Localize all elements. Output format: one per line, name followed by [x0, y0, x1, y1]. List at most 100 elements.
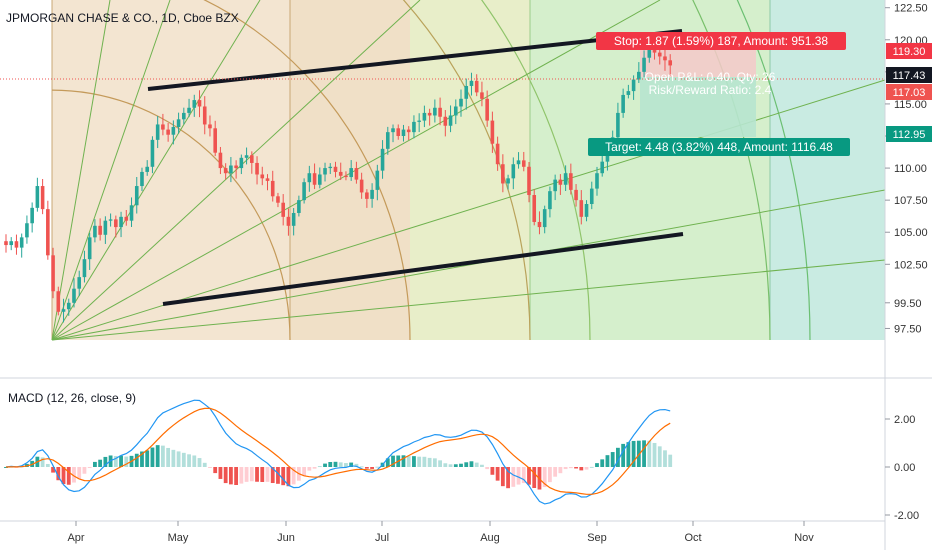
- candle-body: [114, 219, 118, 228]
- macd-histogram-bar: [600, 459, 605, 467]
- macd-histogram-bar: [14, 467, 19, 468]
- candle-body: [637, 71, 641, 80]
- macd-histogram-bar: [506, 467, 510, 489]
- candle-body: [474, 80, 479, 93]
- macd-histogram-bar: [563, 467, 568, 470]
- price-tick-label: 115.00: [894, 99, 927, 111]
- macd-histogram-bar: [668, 454, 673, 467]
- candle-body: [276, 196, 280, 203]
- macd-histogram-bar: [579, 467, 584, 471]
- current-price-text: 117.43: [893, 70, 926, 82]
- macd-histogram-bar: [584, 467, 589, 470]
- macd-histogram-bar: [610, 452, 615, 467]
- macd-histogram-bar: [443, 463, 448, 467]
- candle-body: [302, 182, 306, 201]
- target-price-text: 112.95: [893, 129, 926, 141]
- macd-histogram-bar: [453, 464, 458, 467]
- macd-histogram-bar: [328, 462, 333, 467]
- candle-body: [616, 112, 620, 138]
- macd-histogram-bar: [532, 467, 537, 488]
- candle-body: [365, 192, 369, 199]
- candle-body: [61, 309, 66, 312]
- candle-body: [229, 165, 233, 174]
- candle-body: [485, 98, 489, 121]
- candle-body: [521, 160, 526, 167]
- candle-body: [291, 212, 296, 226]
- chart-title: JPMORGAN CHASE & CO., 1D, Cboe BZX: [6, 11, 239, 25]
- entry-price-tag: [886, 84, 932, 100]
- gann-fan-line: [51, 0, 261, 341]
- macd-histogram-bar: [145, 450, 150, 467]
- candle-body: [459, 98, 463, 107]
- time-tick-label: May: [168, 532, 189, 544]
- candle-body: [46, 209, 50, 256]
- gann-arc: [203, 0, 411, 341]
- macd-histogram-bar: [171, 449, 176, 467]
- gann-fan-line: [51, 189, 886, 341]
- macd-histogram-bar: [511, 467, 516, 487]
- candle-body: [375, 170, 380, 190]
- macd-histogram-bar: [51, 467, 55, 473]
- candle-body: [129, 205, 134, 221]
- time-tick-label: Jul: [375, 532, 389, 544]
- candle-body: [647, 50, 652, 58]
- candle-body: [93, 225, 97, 238]
- macd-histogram-bar: [616, 447, 620, 467]
- macd-histogram-bar: [647, 440, 652, 467]
- macd-histogram-bar: [469, 461, 474, 467]
- candle-body: [663, 56, 667, 61]
- candle-body: [82, 259, 87, 278]
- time-tick-label: Jun: [277, 532, 295, 544]
- candle-body: [537, 221, 542, 228]
- candle-body: [239, 157, 244, 169]
- macd-histogram-bar: [417, 456, 422, 467]
- candle-body: [323, 168, 327, 175]
- candle-body: [495, 143, 500, 165]
- candle-body: [66, 302, 71, 310]
- macd-histogram-bar: [4, 467, 8, 468]
- macd-histogram-bar: [595, 463, 599, 467]
- macd-histogram-bar: [176, 451, 181, 467]
- macd-histogram-bar: [82, 467, 87, 474]
- macd-histogram-bar: [490, 467, 495, 475]
- candle-body: [600, 161, 605, 174]
- macd-title: MACD (12, 26, close, 9): [8, 391, 136, 405]
- candle-body: [527, 166, 531, 196]
- macd-histogram-bar: [621, 443, 626, 467]
- candle-body: [134, 186, 139, 206]
- candle-body: [422, 112, 427, 121]
- stop-price-text: 119.30: [893, 46, 926, 58]
- candle-body: [427, 112, 432, 116]
- macd-histogram-bar: [312, 467, 317, 469]
- candle-body: [176, 119, 181, 128]
- gann-arc: [402, 0, 531, 341]
- macd-tick-label: -2.00: [894, 510, 919, 522]
- price-tick-label: 110.00: [894, 163, 927, 175]
- macd-histogram-bar: [344, 463, 348, 467]
- macd-histogram-bar: [208, 467, 212, 468]
- macd-histogram-bar: [432, 458, 437, 467]
- candle-body: [338, 171, 343, 176]
- time-tick-label: Aug: [480, 532, 500, 544]
- gann-fan-line: [51, 259, 886, 341]
- macd-histogram-bar: [249, 467, 254, 482]
- macd-histogram-bar: [370, 467, 374, 469]
- candle-body: [297, 200, 301, 213]
- candle-body: [77, 277, 82, 289]
- candle-body: [155, 124, 160, 140]
- candle-body: [56, 291, 61, 312]
- trend-line-lower[interactable]: [162, 232, 684, 306]
- macd-histogram-bar: [354, 463, 359, 467]
- signal-line: [5, 407, 671, 495]
- candle-body: [344, 175, 348, 178]
- candle-body: [490, 120, 495, 144]
- price-tick-label: 97.50: [894, 323, 922, 335]
- time-axis[interactable]: Apr May Jun Jul Aug Sep Oct Nov: [67, 521, 814, 544]
- macd-histogram-bar: [119, 455, 123, 467]
- macd-histogram-bar: [448, 464, 453, 467]
- macd-histogram-bar: [223, 467, 228, 484]
- candle-body: [103, 220, 108, 235]
- entry-price-text: 117.03: [893, 87, 926, 99]
- candle-body: [30, 207, 34, 224]
